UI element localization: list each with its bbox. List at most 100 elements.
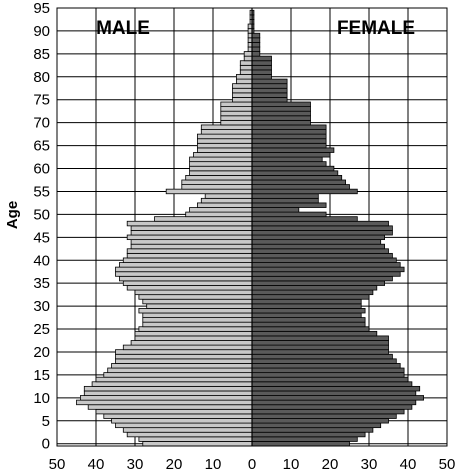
male-bar xyxy=(165,188,253,195)
male-bar xyxy=(189,161,253,167)
female-bar xyxy=(251,275,393,282)
female-bar xyxy=(251,211,327,218)
female-bar xyxy=(251,431,366,438)
male-label: MALE xyxy=(96,18,150,39)
female-bar xyxy=(251,418,389,424)
y-tick-label: 55 xyxy=(33,183,50,200)
male-bar xyxy=(138,436,253,442)
female-bar xyxy=(251,395,425,401)
male-bar xyxy=(189,156,253,163)
female-bar xyxy=(251,152,331,158)
female-bar xyxy=(251,252,393,259)
male-bar xyxy=(232,87,253,94)
female-bar xyxy=(251,390,417,396)
male-bar xyxy=(196,142,253,149)
female-bar xyxy=(251,303,362,309)
female-bar xyxy=(251,147,335,153)
female-bar xyxy=(251,175,343,181)
female-bar xyxy=(251,156,323,163)
female-bar xyxy=(251,262,401,268)
y-tick-label: 5 xyxy=(42,413,50,430)
y-tick-label: 95 xyxy=(33,0,50,17)
male-bar xyxy=(220,119,253,126)
female-bar xyxy=(251,335,389,341)
male-bar xyxy=(196,138,253,144)
male-bar xyxy=(142,298,253,305)
female-bar xyxy=(251,41,261,48)
female-bar xyxy=(251,161,327,167)
female-bar xyxy=(251,170,339,176)
female-bar xyxy=(251,326,370,332)
male-bar xyxy=(130,340,253,346)
y-tick-label: 0 xyxy=(42,436,50,453)
female-bar xyxy=(251,358,397,364)
male-bar xyxy=(239,64,253,71)
y-tick-label: 50 xyxy=(33,206,50,223)
female-bar xyxy=(251,243,386,250)
female-bar xyxy=(251,216,358,222)
bars xyxy=(76,8,425,447)
male-bar xyxy=(235,74,253,80)
male-bar xyxy=(239,69,253,75)
female-bar xyxy=(251,317,366,323)
male-bar xyxy=(111,418,253,424)
female-bar xyxy=(251,119,311,126)
female-bar xyxy=(251,55,272,62)
y-tick-label: 80 xyxy=(33,69,50,86)
male-bar xyxy=(220,110,253,117)
male-bar xyxy=(142,441,253,447)
female-bar xyxy=(251,184,350,190)
female-bar xyxy=(251,239,382,245)
male-bar xyxy=(196,202,253,208)
female-bar xyxy=(251,97,288,103)
female-bar xyxy=(251,427,374,433)
male-bar xyxy=(122,344,253,351)
y-tick-label: 20 xyxy=(33,344,50,361)
y-tick-label: 90 xyxy=(33,23,50,40)
x-tick-label: 20 xyxy=(322,456,339,473)
male-bar xyxy=(200,124,253,130)
x-tick-label: 30 xyxy=(127,456,144,473)
male-bar xyxy=(200,129,253,135)
axis-ticks: 50 40 30 20 10 0 10 20 30 40 50 0 5 10 15 20 25 30 35 40 45 5… xyxy=(33,0,455,473)
female-label: FEMALE xyxy=(337,18,415,39)
male-bar xyxy=(138,326,253,332)
male-bar xyxy=(243,51,253,57)
male-bar xyxy=(87,404,253,410)
male-bar xyxy=(243,55,253,62)
male-bar xyxy=(235,78,253,85)
female-bar xyxy=(251,230,393,236)
female-bar xyxy=(251,280,386,286)
female-bar xyxy=(251,87,288,94)
male-bar xyxy=(126,248,253,254)
x-tick-label: 40 xyxy=(88,456,105,473)
female-bar xyxy=(251,142,327,149)
female-bar xyxy=(251,106,311,112)
female-bar xyxy=(251,124,327,130)
female-bar xyxy=(251,372,405,378)
female-bar xyxy=(251,422,382,429)
male-bar xyxy=(189,207,253,213)
male-bar xyxy=(130,243,253,250)
female-bar xyxy=(251,353,393,360)
female-bar xyxy=(251,248,389,254)
male-bar xyxy=(95,408,253,415)
x-tick-label: 0 xyxy=(248,456,256,473)
female-bar xyxy=(251,129,327,135)
male-bar xyxy=(111,363,253,369)
male-bar xyxy=(130,225,253,231)
x-tick-label: 20 xyxy=(166,456,183,473)
male-bar xyxy=(122,280,253,286)
x-tick-label: 10 xyxy=(283,456,300,473)
male-bar xyxy=(154,216,253,222)
female-bar xyxy=(251,399,417,406)
male-bar xyxy=(126,285,253,291)
male-bar xyxy=(204,193,253,199)
female-bar xyxy=(251,37,261,43)
male-bar xyxy=(142,317,253,323)
female-bar xyxy=(251,385,421,392)
male-bar xyxy=(115,271,253,277)
female-bar xyxy=(251,69,272,75)
male-bar xyxy=(189,165,253,172)
female-bar xyxy=(251,78,288,85)
